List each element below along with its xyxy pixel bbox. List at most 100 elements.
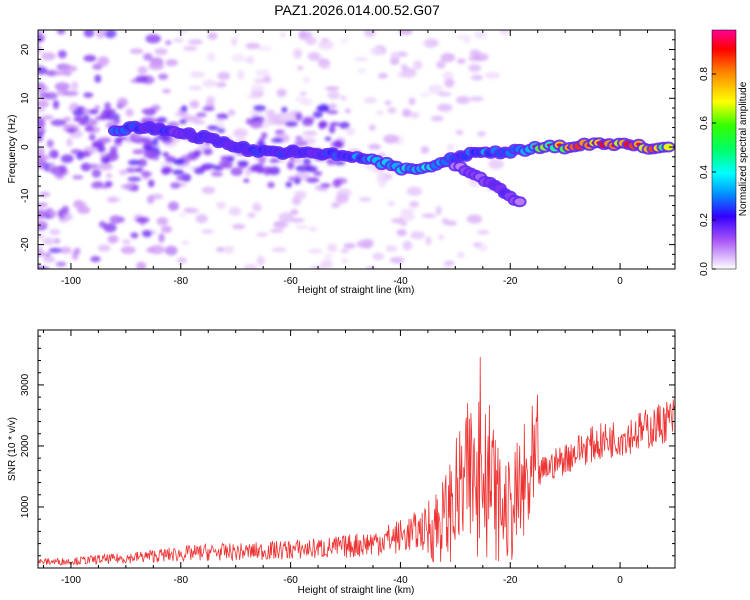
- spectrogram-noise-cell: [383, 134, 400, 144]
- spectrogram-noise-cell: [217, 71, 231, 81]
- spectrogram-noise-cell: [455, 95, 471, 105]
- spectrogram-noise-cell: [398, 30, 413, 35]
- spectrogram-cluster-cell: [193, 167, 205, 175]
- spectrogram-noise-cell: [57, 50, 67, 59]
- spectrogram-noise-cell: [327, 243, 338, 253]
- spectrogram-noise-cell: [60, 154, 74, 163]
- spectrogram-cluster-cell: [313, 171, 323, 176]
- spectrogram-cluster-cell: [196, 112, 207, 118]
- spectrogram-noise-cell: [66, 138, 73, 147]
- spectrogram-cluster-cell: [80, 162, 92, 172]
- spectrogram-cluster-cell: [319, 183, 331, 188]
- spectrogram-noise-cell: [378, 72, 388, 79]
- spectrogram-noise-cell: [290, 217, 305, 223]
- spectrogram-noise-cell: [160, 225, 173, 233]
- spectrogram-cluster-cell: [328, 125, 336, 134]
- spectrogram-cluster-cell: [100, 111, 112, 119]
- spectrogram-noise-cell: [188, 85, 203, 91]
- spectrogram-noise-cell: [419, 92, 431, 97]
- x-tick-label: -40: [393, 276, 408, 287]
- spectrogram-noise-cell: [50, 166, 67, 177]
- spectrogram-noise-cell: [456, 35, 472, 40]
- spectrogram-ylabel: Frequency (Hz): [7, 115, 18, 184]
- spectrogram-noise-cell: [38, 134, 42, 143]
- spectrogram-noise-cell: [435, 205, 442, 216]
- spectrogram-cluster-cell: [305, 177, 320, 183]
- spectrogram-noise-cell: [308, 226, 318, 232]
- colorbar-gradient: [712, 30, 736, 269]
- spectrogram-cluster-cell: [284, 120, 298, 127]
- spectrogram-noise-cell: [477, 243, 488, 252]
- spectrogram-cluster-cell: [213, 165, 220, 171]
- spectrogram-noise-cell: [53, 238, 61, 244]
- spectrogram-noise-cell: [53, 70, 69, 76]
- spectrogram-cluster-cell: [253, 105, 266, 112]
- spectrogram-noise-cell: [297, 65, 304, 71]
- snr-series-line: [38, 356, 675, 567]
- spectrogram-noise-cell: [456, 58, 466, 64]
- colorbar-label: Normalized spectral amplitude: [738, 81, 749, 216]
- spectrogram-noise-cell: [340, 95, 347, 101]
- spectrogram-noise-cell: [293, 48, 303, 59]
- spectrogram-noise-cell: [142, 230, 152, 238]
- spectrogram-noise-cell: [477, 131, 486, 137]
- spectrogram-cluster-cell: [302, 158, 312, 165]
- colorbar-frame: [711, 29, 737, 270]
- spectrogram-cluster-cell: [281, 106, 288, 114]
- colorbar-tick-0.4: 0.4: [699, 165, 710, 179]
- spectrogram-noise-cell: [49, 228, 61, 236]
- spectrogram-noise-cell: [269, 228, 284, 233]
- spectrogram-noise-cell: [38, 146, 45, 156]
- spectrogram-noise-cell: [106, 196, 121, 203]
- spectrogram-noise-cell: [71, 81, 79, 91]
- spectrogram-noise-cell: [38, 107, 46, 113]
- spectrogram-noise-cell: [276, 88, 287, 98]
- spectrogram-noise-cell: [104, 30, 117, 39]
- spectrogram-noise-cell: [484, 71, 501, 79]
- spectrogram-noise-cell: [48, 149, 59, 159]
- spectrogram-noise-cell: [233, 128, 248, 138]
- spectrogram-noise-cell: [90, 255, 101, 263]
- spectrogram-cluster-cell: [249, 119, 263, 129]
- spectrogram-noise-cell: [402, 71, 415, 78]
- spectrogram-cluster-cell: [132, 149, 144, 155]
- colorbar-tick-0.8: 0.8: [699, 67, 710, 81]
- spectrogram-noise-cell: [182, 46, 198, 52]
- spectrogram-noise-cell: [46, 139, 54, 148]
- spectrogram-cluster-cell: [114, 137, 123, 143]
- spectrogram-cluster-cell: [90, 181, 104, 189]
- spectrogram-noise-cell: [120, 245, 136, 255]
- spectrogram-noise-cell: [52, 99, 60, 110]
- spectrogram-noise-cell: [421, 213, 437, 218]
- spectrogram-noise-cell: [396, 229, 407, 237]
- spectrogram-cluster-cell: [176, 175, 187, 181]
- spectrogram-cluster-cell: [216, 113, 229, 120]
- x-tick-label: 0: [617, 575, 623, 586]
- spectrogram-noise-cell: [420, 146, 430, 154]
- spectrogram-noise-cell: [408, 201, 420, 208]
- spectrogram-noise-cell: [202, 79, 217, 88]
- spectrogram-cluster-cell: [202, 106, 215, 112]
- spectrogram-noise-cell: [340, 38, 349, 44]
- spectrogram-noise-cell: [444, 78, 455, 88]
- spectrogram-noise-cell: [344, 108, 352, 114]
- y-tick-label: -10: [20, 188, 31, 203]
- spectrogram-noise-cell: [97, 56, 110, 67]
- spectrogram-noise-cell: [252, 201, 261, 210]
- spectrogram-cluster-cell: [245, 118, 253, 125]
- spectrogram-noise-cell: [368, 124, 377, 131]
- spectrogram-noise-cell: [438, 234, 445, 240]
- spectrogram-noise-cell: [148, 62, 165, 71]
- snr-frame: [37, 329, 676, 569]
- spectrogram-cluster-cell: [135, 167, 144, 173]
- spectrogram-noise-cell: [63, 116, 72, 122]
- spectrogram-noise-cell: [103, 223, 117, 233]
- spectrogram-noise-cell: [120, 184, 133, 190]
- snr-marks: [38, 356, 675, 567]
- spectrogram-cluster-cell: [271, 137, 284, 143]
- spectrogram-cluster-cell: [97, 146, 106, 153]
- spectrogram-noise-cell: [372, 252, 384, 261]
- spectrogram-cluster-cell: [334, 160, 346, 166]
- spectrogram-noise-cell: [246, 94, 262, 99]
